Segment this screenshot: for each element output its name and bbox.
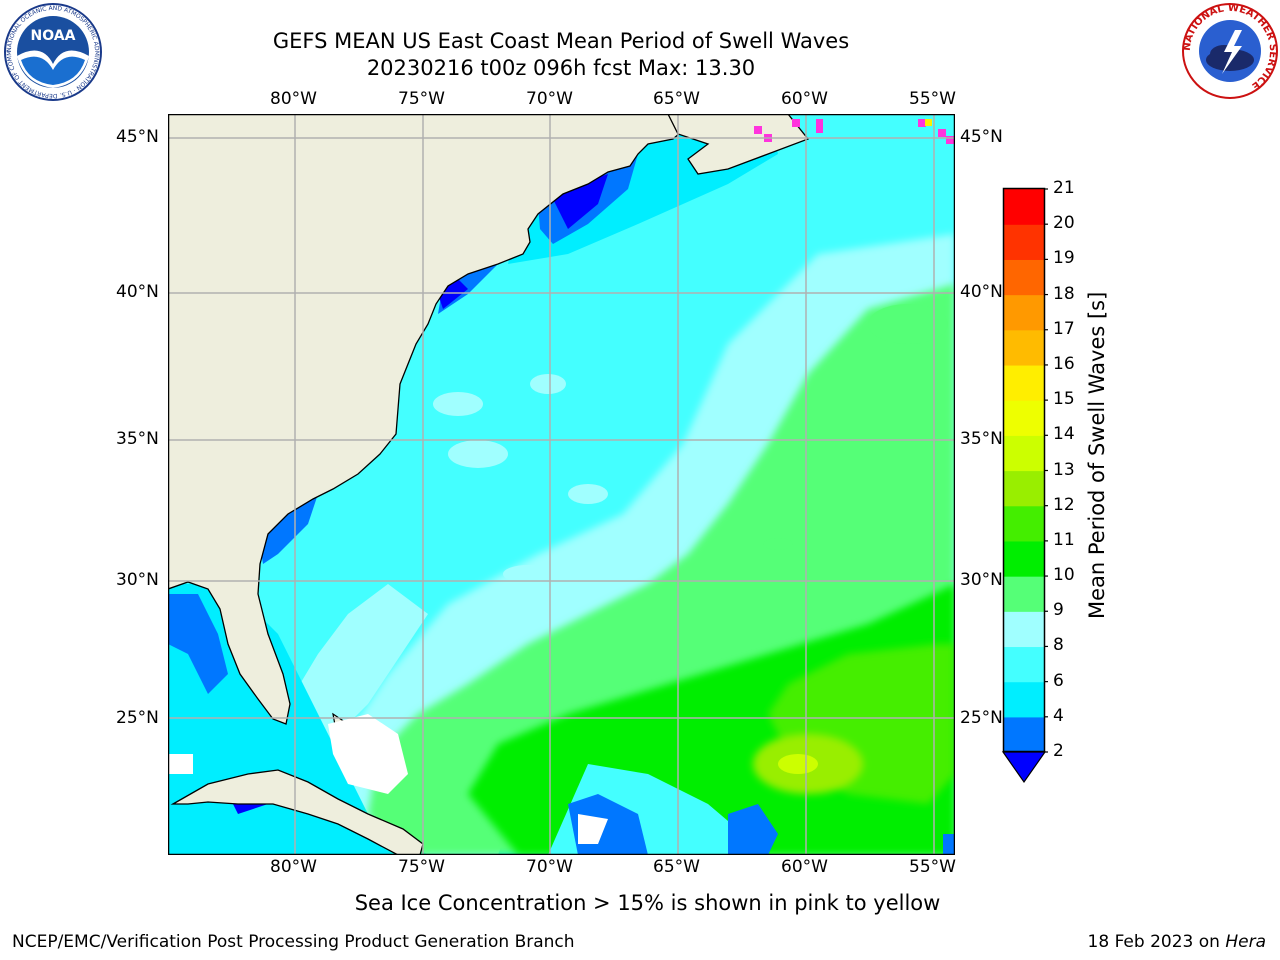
colorbar-tick-label: 20 — [1053, 213, 1075, 234]
colorbar-tick-label: 4 — [1053, 705, 1064, 726]
lon-label-top: 80°W — [270, 89, 317, 109]
colorbar — [1001, 187, 1048, 784]
colorbar-tick-label: 19 — [1053, 248, 1075, 269]
lon-label-bottom: 55°W — [909, 857, 956, 877]
colorbar-tick-label: 17 — [1053, 318, 1075, 339]
colorbar-label: Mean Period of Swell Waves [s] — [1085, 291, 1109, 619]
lat-label-right: 25°N — [960, 708, 1003, 728]
land-cuba — [170, 769, 424, 855]
colorbar-tick-label: 21 — [1053, 178, 1075, 198]
colorbar-segment — [1004, 611, 1044, 648]
colorbar-segment — [1004, 189, 1044, 225]
colorbar-segment — [1004, 540, 1044, 577]
colorbar-tick-label: 14 — [1053, 424, 1075, 445]
footer-right: 18 Feb 2023 on Hera — [1088, 932, 1266, 952]
lon-label-bottom: 80°W — [270, 857, 317, 877]
colorbar-segment — [1004, 576, 1044, 612]
colorbar-tick-label: 12 — [1053, 494, 1075, 515]
colorbar-segment — [1004, 364, 1044, 401]
colorbar-tick-label: 18 — [1053, 283, 1075, 304]
colorbar-segment — [1004, 329, 1044, 366]
lon-label-bottom: 75°W — [398, 857, 445, 877]
lon-label-top: 75°W — [398, 89, 445, 109]
colorbar-tick-label: 11 — [1053, 529, 1075, 550]
colorbar-segment — [1004, 505, 1044, 542]
colorbar-tick-label: 15 — [1053, 389, 1075, 410]
lon-label-top: 65°W — [653, 89, 700, 109]
lon-label-top: 55°W — [909, 89, 956, 109]
chart-subtitle: 20230216 t00z 096h fcst Max: 13.30 — [366, 56, 756, 80]
swell-13-14-region — [778, 754, 818, 774]
land-north-america — [168, 114, 689, 725]
lat-label-left: 35°N — [116, 429, 159, 449]
lat-label-right: 40°N — [960, 282, 1003, 302]
colorbar-segment — [1004, 435, 1044, 472]
colorbar-segment — [1004, 400, 1044, 436]
lon-label-top: 70°W — [526, 89, 573, 109]
colorbar-segment — [1004, 224, 1044, 260]
lat-label-right: 30°N — [960, 570, 1003, 590]
colorbar-tick-label: 6 — [1053, 670, 1064, 691]
lat-label-right: 45°N — [960, 127, 1003, 147]
colorbar-tick-label: 9 — [1053, 600, 1064, 621]
colorbar-tick-label: 16 — [1053, 353, 1075, 374]
lon-label-bottom: 70°W — [526, 857, 573, 877]
lat-label-left: 40°N — [116, 282, 159, 302]
sea-ice-yellow — [925, 119, 932, 126]
sea-ice-note: Sea Ice Concentration > 15% is shown in … — [354, 891, 941, 915]
colorbar-segment — [1004, 681, 1044, 718]
footer-date: 18 Feb 2023 on — [1087, 932, 1226, 952]
footer-left: NCEP/EMC/Verification Post Processing Pr… — [12, 932, 575, 952]
masked-bank — [168, 714, 608, 844]
colorbar-segment — [1004, 294, 1044, 331]
noaa-logo: NATIONAL OCEANIC AND ATMOSPHERIC ADMINIS… — [2, 2, 102, 101]
svg-text:NOAA: NOAA — [31, 28, 76, 44]
colorbar-tick-label: 2 — [1053, 741, 1064, 761]
lon-label-bottom: 65°W — [653, 857, 700, 877]
colorbar-tick-label: 13 — [1053, 459, 1075, 480]
lon-label-top: 60°W — [781, 89, 828, 109]
footer-machine: Hera — [1225, 932, 1266, 952]
colorbar-segment — [1004, 470, 1044, 507]
colorbar-segment — [1004, 646, 1044, 683]
lat-label-left: 30°N — [116, 570, 159, 590]
lat-label-right: 35°N — [960, 429, 1003, 449]
lon-label-bottom: 60°W — [781, 857, 828, 877]
colorbar-segment — [1004, 259, 1044, 296]
colorbar-tick-label: 8 — [1053, 635, 1064, 656]
map-frame — [168, 114, 955, 855]
map-grid — [168, 114, 955, 855]
colorbar-tick-label: 10 — [1053, 565, 1075, 586]
nws-logo: NATIONAL WEATHER SERVICE — [1182, 3, 1278, 99]
lat-label-left: 25°N — [116, 708, 159, 728]
colorbar-segment — [1004, 716, 1044, 753]
chart-title: GEFS MEAN US East Coast Mean Period of S… — [272, 29, 850, 53]
lat-label-left: 45°N — [116, 127, 159, 147]
